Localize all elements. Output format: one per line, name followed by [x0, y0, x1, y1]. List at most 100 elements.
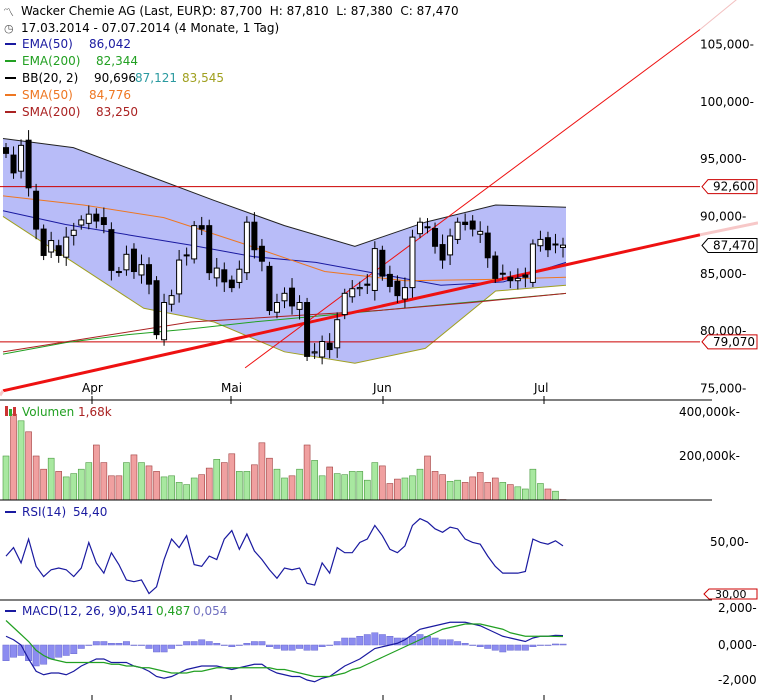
candle-body: [289, 287, 296, 307]
trend-lines: [0, 0, 758, 397]
macd-histogram-bar: [160, 644, 168, 653]
volume-bar: [416, 468, 424, 501]
macd-histogram-bar: [341, 637, 349, 646]
candle-body: [416, 221, 423, 235]
candle-body: [130, 248, 137, 273]
candle-body: [100, 217, 107, 225]
macd-histogram-bar: [183, 641, 191, 646]
macd-tick-0: 0,000-: [718, 638, 757, 652]
candle-body: [409, 236, 416, 289]
volume-icon: [5, 406, 8, 416]
macd-histogram-bar: [536, 644, 544, 646]
volume-panel: Volumen 1,68k 400,000k- 200,000k-: [0, 405, 740, 501]
volume-bar: [446, 480, 454, 501]
macd-histogram-bar: [469, 644, 477, 646]
candle-body: [499, 272, 506, 275]
macd-line: [5, 621, 564, 683]
macd-histogram-bar: [10, 644, 17, 658]
candle-body: [115, 271, 122, 274]
macd-histogram-bar: [168, 644, 176, 649]
candle-body: [349, 288, 356, 298]
candle-body: [198, 225, 205, 230]
macd-histogram-bar: [544, 644, 552, 646]
candle-body: [266, 265, 273, 312]
volume-bar: [439, 474, 446, 501]
price-marker-label: 87,470: [713, 238, 755, 252]
legend-bb-value: 90,696: [94, 71, 136, 85]
macd-histogram-bar: [439, 639, 447, 646]
macd-histogram-bar: [265, 644, 273, 647]
volume-bar: [153, 471, 160, 501]
volume-bar: [220, 462, 228, 501]
volume-bar: [409, 475, 416, 501]
volume-bar: [251, 464, 258, 501]
volume-bar: [10, 413, 17, 501]
volume-bar: [288, 475, 296, 501]
volume-bar: [431, 471, 439, 501]
candle-body: [341, 292, 348, 316]
legend-bb-name: BB(20, 2): [22, 71, 78, 85]
macd-histogram-bar: [198, 639, 206, 646]
macd-histogram-bar: [506, 644, 514, 651]
candle-body: [544, 237, 551, 251]
volume-bar: [491, 477, 499, 501]
macd-histogram-bar: [559, 643, 567, 646]
candle-body: [85, 213, 92, 224]
price-marker-tag: [701, 179, 758, 195]
volume-bar: [348, 471, 356, 501]
date-range: 17.03.2014 - 07.07.2014 (4 Monate, 1 Tag…: [21, 21, 279, 35]
volume-value: 1,68k: [78, 405, 112, 419]
volume-bar: [183, 484, 190, 501]
macd-histogram-bar: [243, 643, 251, 646]
macd-histogram-bar: [250, 641, 258, 646]
volume-bar: [469, 476, 476, 501]
x-axis-label: Mai: [221, 381, 242, 395]
macd-histogram-bar: [235, 644, 243, 646]
macd-histogram-bar: [258, 641, 266, 646]
macd-histogram-bar: [32, 644, 40, 667]
candle-body: [70, 229, 77, 236]
trend-line-extension: [699, 0, 737, 30]
volume-bar: [281, 477, 288, 501]
volume-bar: [311, 460, 318, 501]
candle-body: [281, 292, 288, 302]
volume-bar: [168, 475, 175, 501]
price-markers: 92,600 87,470 79,070: [701, 179, 758, 350]
macd-histogram-bar: [378, 634, 386, 646]
volume-bar: [266, 457, 273, 501]
macd-histogram-bar: [446, 639, 454, 646]
candle-body: [522, 274, 529, 278]
volume-bar: [145, 465, 153, 501]
volume-bar: [303, 444, 311, 501]
volume-bar: [198, 474, 206, 501]
candle-body: [319, 341, 326, 358]
macd-title: MACD(12, 26, 9): [22, 604, 121, 618]
candle-body: [25, 139, 32, 189]
candle-body: [552, 243, 559, 246]
legend-bb-lower: 83,545: [182, 71, 224, 85]
volume-bar: [454, 479, 461, 501]
macd-histogram-bar: [318, 644, 326, 647]
macd-histogram-bar: [303, 644, 311, 651]
price-marker-tag: [701, 334, 758, 350]
volume-bar: [243, 471, 251, 501]
candle-body: [477, 230, 484, 235]
volume-bar: [386, 483, 394, 501]
volume-bar: [258, 442, 266, 501]
candle-body: [424, 226, 431, 229]
macd-histogram-bar: [461, 643, 469, 646]
candle-body: [251, 221, 258, 251]
chart-title: Wacker Chemie AG (Last, EUR): [21, 4, 206, 18]
x-axis-label: Jun: [372, 381, 392, 395]
legend-ema200-name: EMA(200): [22, 54, 80, 68]
macd-histogram-bar: [153, 644, 160, 653]
volume-bar: [2, 455, 10, 501]
volume-bar: [190, 477, 198, 501]
volume-bar: [160, 476, 168, 501]
macd-panel: MACD(12, 26, 9) 0,541 0,487 0,054 2,000-…: [2, 601, 757, 687]
macd-histogram-bar: [356, 636, 364, 646]
candle-body: [529, 243, 536, 283]
macd-histogram-bar: [514, 644, 522, 651]
bollinger-band-fill: [3, 138, 566, 364]
bollinger-upper-line: [2, 137, 567, 247]
